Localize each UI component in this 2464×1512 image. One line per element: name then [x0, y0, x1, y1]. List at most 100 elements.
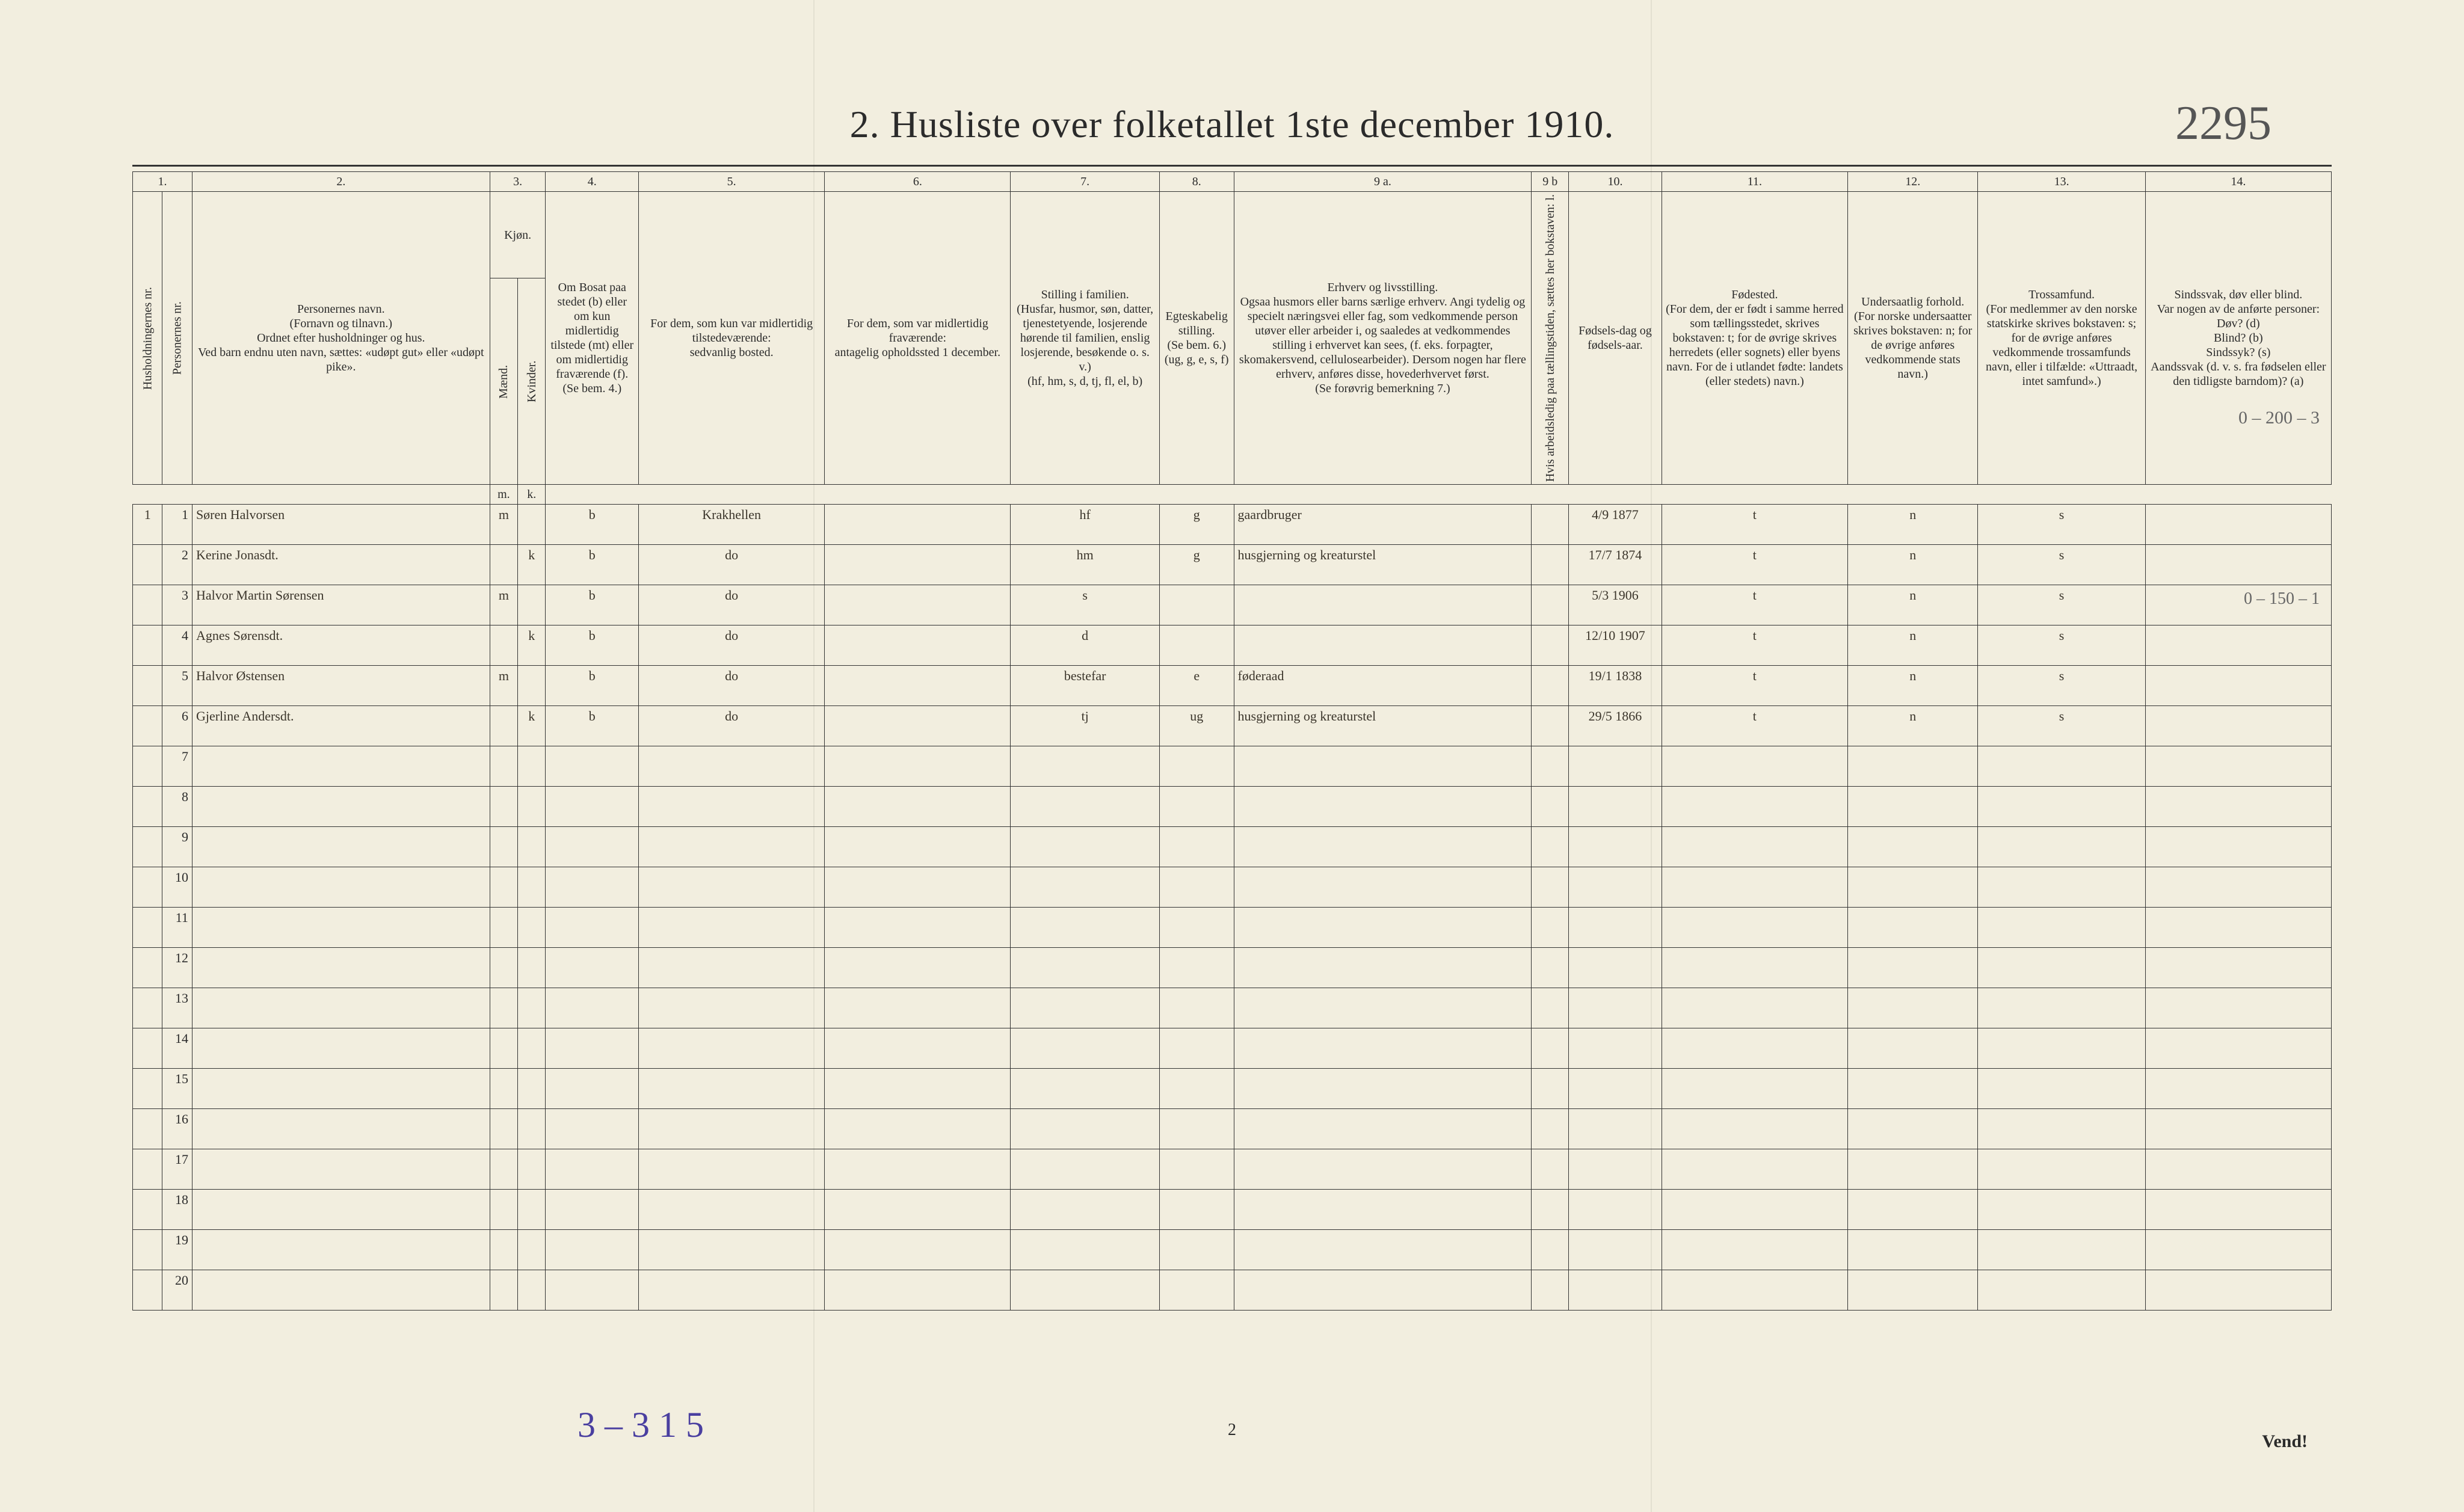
table-cell: 12 — [162, 948, 192, 988]
table-cell — [1234, 1069, 1532, 1109]
footer-page-number: 2 — [1228, 1421, 1236, 1440]
table-cell — [546, 1028, 639, 1069]
table-cell — [2145, 1190, 2331, 1230]
table-cell — [1159, 1069, 1234, 1109]
colnum: 14. — [2145, 172, 2331, 192]
table-cell: Halvor Østensen — [192, 666, 490, 706]
footer-vend: Vend! — [2262, 1431, 2308, 1452]
table-cell — [825, 1028, 1011, 1069]
colnum: 4. — [546, 172, 639, 192]
table-cell — [518, 1149, 546, 1190]
table-cell — [825, 908, 1011, 948]
table-cell — [1847, 1190, 1977, 1230]
table-cell: 20 — [162, 1270, 192, 1311]
table-cell — [2145, 1230, 2331, 1270]
table-cell: t — [1662, 505, 1847, 545]
table-row: 6Gjerline Andersdt.kbdotjughusgjerning o… — [133, 706, 2332, 746]
table-cell — [825, 625, 1011, 666]
table-cell — [1978, 1149, 2145, 1190]
table-cell — [133, 706, 162, 746]
table-cell: 1 — [133, 505, 162, 545]
table-row: 14 — [133, 1028, 2332, 1069]
colnum: 10. — [1569, 172, 1662, 192]
table-cell — [1011, 827, 1159, 867]
table-cell: do — [639, 666, 825, 706]
table-cell — [192, 1190, 490, 1230]
table-cell: b — [546, 505, 639, 545]
table-cell: s — [1978, 666, 2145, 706]
table-cell — [2145, 787, 2331, 827]
table-cell — [639, 988, 825, 1028]
table-cell: 15 — [162, 1069, 192, 1109]
table-row: 13 — [133, 988, 2332, 1028]
table-cell — [546, 1069, 639, 1109]
table-cell — [1847, 1069, 1977, 1109]
table-cell — [518, 867, 546, 908]
table-cell — [1532, 1028, 1569, 1069]
table-cell: do — [639, 625, 825, 666]
table-cell: ug — [1159, 706, 1234, 746]
table-cell — [2145, 827, 2331, 867]
table-cell — [518, 988, 546, 1028]
table-cell — [825, 666, 1011, 706]
table-cell — [1011, 867, 1159, 908]
table-cell: g — [1159, 545, 1234, 585]
table-cell — [825, 827, 1011, 867]
table-cell: m — [490, 505, 517, 545]
table-cell — [1978, 1270, 2145, 1311]
table-cell: Krakhellen — [639, 505, 825, 545]
table-row: 16 — [133, 1109, 2332, 1149]
table-row: 9 — [133, 827, 2332, 867]
table-cell: husgjerning og kreaturstel — [1234, 545, 1532, 585]
colnum: 8. — [1159, 172, 1234, 192]
table-cell — [639, 1230, 825, 1270]
table-cell — [192, 827, 490, 867]
table-cell: Kerine Jonasdt. — [192, 545, 490, 585]
table-cell: Søren Halvorsen — [192, 505, 490, 545]
table-cell — [192, 787, 490, 827]
table-cell — [1011, 1149, 1159, 1190]
col-header: Husholdningernes nr. — [133, 192, 162, 485]
table-cell — [133, 666, 162, 706]
paper-fold — [813, 0, 815, 1512]
table-cell — [639, 908, 825, 948]
table-cell: 7 — [162, 746, 192, 787]
table-cell: s — [1011, 585, 1159, 625]
margin-note: 0 – 200 – 3 — [2238, 408, 2320, 428]
table-cell — [546, 948, 639, 988]
table-cell — [1532, 948, 1569, 988]
table-cell — [2145, 1270, 2331, 1311]
table-cell — [490, 787, 517, 827]
table-cell — [546, 787, 639, 827]
table-cell — [490, 908, 517, 948]
table-cell — [546, 867, 639, 908]
col-header: Personernes nr. — [162, 192, 192, 485]
table-cell: t — [1662, 625, 1847, 666]
table-cell — [2145, 948, 2331, 988]
table-cell: k — [518, 545, 546, 585]
table-cell — [490, 1230, 517, 1270]
table-cell — [518, 746, 546, 787]
table-cell: b — [546, 545, 639, 585]
table-cell — [825, 1149, 1011, 1190]
table-cell — [133, 908, 162, 948]
table-cell — [639, 1069, 825, 1109]
table-cell — [1159, 1230, 1234, 1270]
table-cell: 3 — [162, 585, 192, 625]
table-cell — [2145, 505, 2331, 545]
table-cell — [1569, 1109, 1662, 1149]
table-cell — [639, 867, 825, 908]
table-cell — [133, 625, 162, 666]
table-cell — [1159, 948, 1234, 988]
table-cell — [1978, 948, 2145, 988]
table-cell — [133, 1149, 162, 1190]
table-body: 11Søren HalvorsenmbKrakhellenhfggaardbru… — [133, 505, 2332, 1311]
table-cell — [1532, 867, 1569, 908]
table-cell — [490, 706, 517, 746]
table-cell — [1532, 1149, 1569, 1190]
table-cell — [490, 1190, 517, 1230]
table-cell — [1532, 1190, 1569, 1230]
table-cell — [490, 1028, 517, 1069]
table-cell — [1569, 787, 1662, 827]
table-cell: n — [1847, 666, 1977, 706]
